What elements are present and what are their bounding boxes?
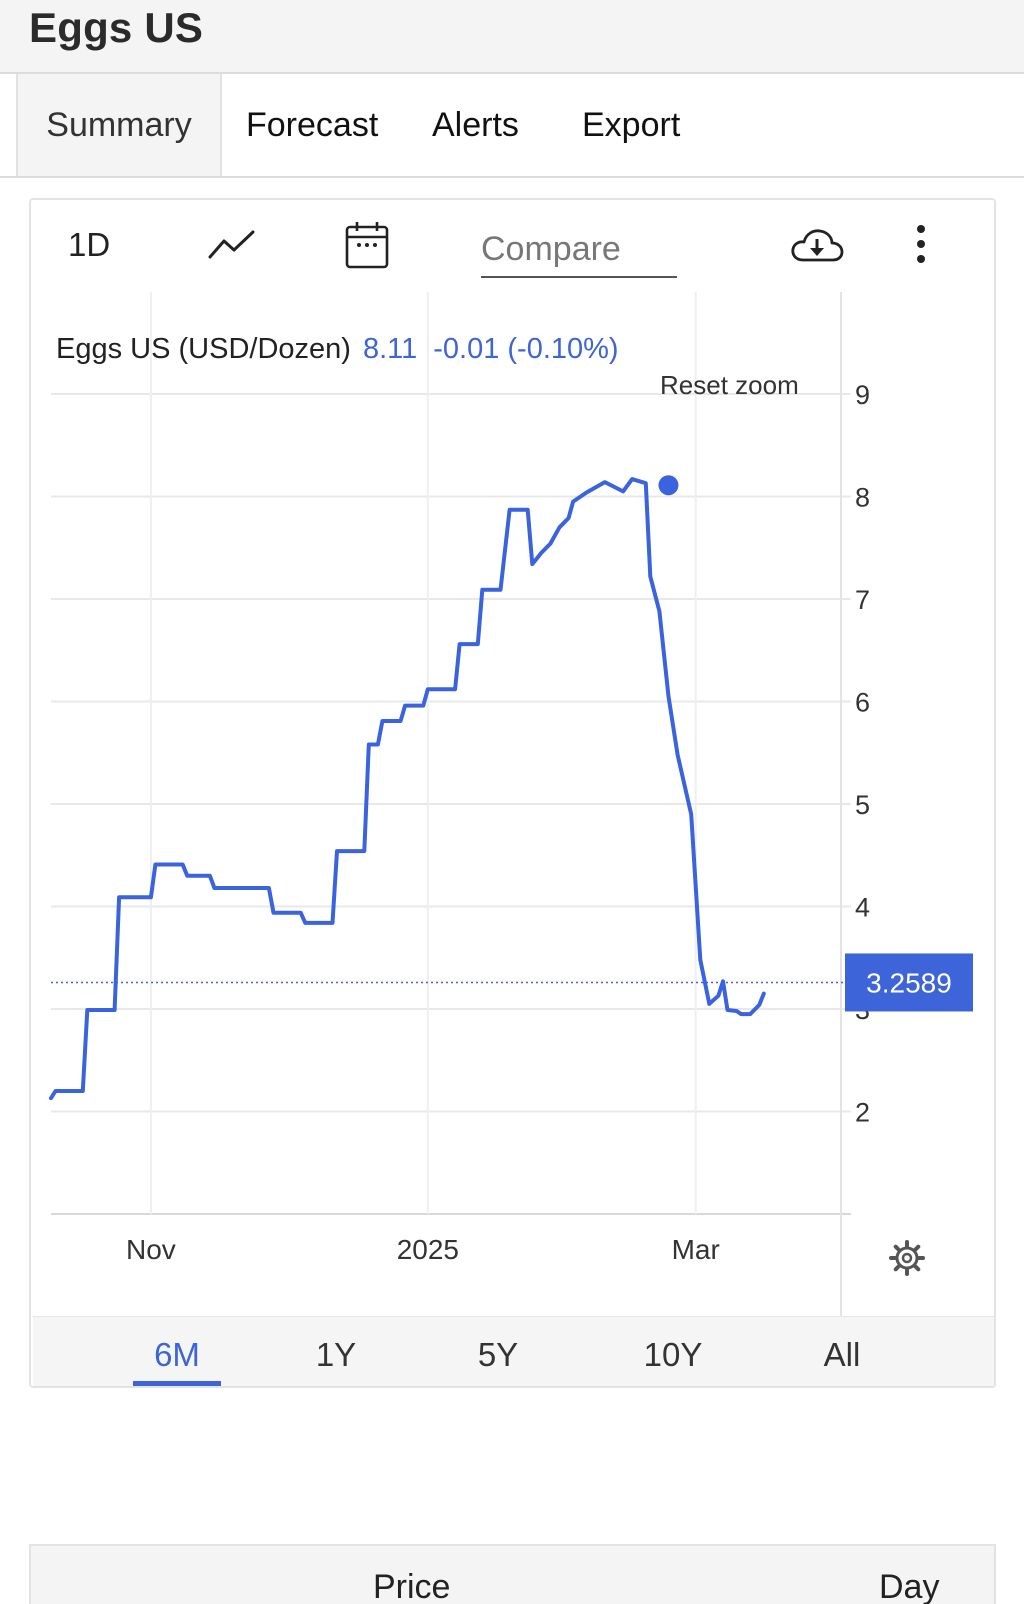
more-vertical-icon[interactable] — [913, 222, 929, 271]
range-5y[interactable]: 5Y — [477, 1336, 519, 1373]
compare-input[interactable] — [481, 222, 677, 278]
range-10y[interactable]: 10Y — [643, 1336, 703, 1373]
y-tick-label: 5 — [855, 790, 870, 820]
x-tick-label: Mar — [672, 1234, 720, 1265]
interval-selector[interactable]: 1D — [68, 226, 111, 263]
y-tick-label: 7 — [855, 585, 870, 615]
y-tick-label: 4 — [855, 893, 870, 923]
calendar-icon[interactable] — [345, 220, 389, 275]
tab-alerts[interactable]: Alerts — [432, 106, 519, 144]
y-tick-label: 8 — [855, 483, 870, 513]
cloud-download-icon[interactable] — [789, 226, 845, 271]
highlight-point — [658, 475, 679, 496]
legend-value: 8.11 — [363, 333, 417, 365]
y-tick-label: 2 — [855, 1098, 870, 1128]
chart-card: 1D Nov 2025 Mar — [29, 198, 996, 1388]
chart-legend: Eggs US (USD/Dozen) 8.11 -0.01 (-0.10%) — [56, 333, 619, 365]
tab-export[interactable]: Export — [582, 106, 681, 144]
gear-icon[interactable] — [889, 1240, 925, 1276]
current-price-badge — [845, 953, 973, 1012]
tab-summary[interactable]: Summary — [16, 74, 222, 176]
y-tick-label: 9 — [855, 380, 870, 410]
reset-zoom-button[interactable]: Reset zoom — [660, 370, 799, 400]
active-range-underline — [133, 1381, 221, 1386]
price-column-header: Price — [373, 1568, 451, 1604]
quote-table-header: Price Day — [29, 1544, 996, 1604]
y-tick-label: 6 — [855, 688, 870, 718]
range-6m[interactable]: 6M — [154, 1336, 200, 1373]
page-title: Eggs US — [29, 4, 204, 51]
range-1y[interactable]: 1Y — [315, 1336, 357, 1373]
range-all[interactable]: All — [823, 1336, 861, 1373]
day-column-header: Day — [879, 1568, 940, 1604]
page-header: Eggs US — [0, 0, 1024, 74]
x-tick-label: 2025 — [397, 1234, 459, 1265]
tab-forecast[interactable]: Forecast — [246, 106, 379, 144]
x-tick-label: Nov — [126, 1234, 176, 1265]
tab-bar: Summary Forecast Alerts Export — [0, 74, 1024, 178]
legend-change: -0.01 (-0.10%) — [433, 333, 618, 365]
legend-series-name: Eggs US (USD/Dozen) — [56, 333, 351, 365]
price-series-line — [49, 477, 766, 1101]
current-price-label: 3.2589 — [866, 967, 952, 998]
range-selector: 6M 1Y 5Y 10Y All — [33, 1316, 994, 1386]
line-chart-icon[interactable] — [207, 224, 257, 269]
